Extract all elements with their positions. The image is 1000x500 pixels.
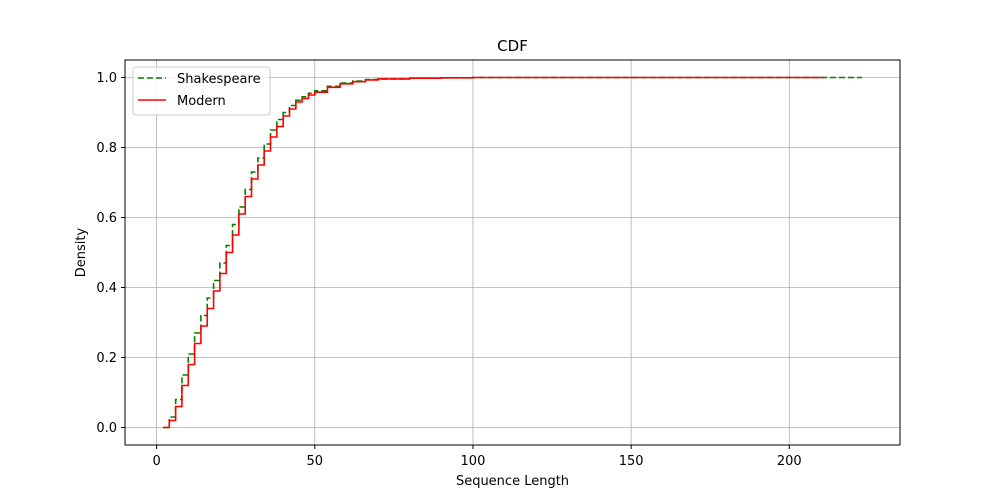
series-line-shakespeare xyxy=(163,78,862,428)
plot-frame xyxy=(125,60,900,445)
y-axis-label: Density xyxy=(74,227,89,277)
legend-label-shakespeare: Shakespeare xyxy=(177,72,261,87)
chart-title: CDF xyxy=(497,37,528,55)
series-layer xyxy=(163,78,862,428)
y-tick-label: 0.4 xyxy=(96,281,117,296)
y-tick-label: 1.0 xyxy=(96,71,117,86)
x-tick-label: 150 xyxy=(619,454,644,469)
y-tick-label: 0.8 xyxy=(96,141,117,156)
y-tick-label: 0.0 xyxy=(96,421,117,436)
axis-ticks: 0 50 100 150 200 0.0 0.2 0.4 0.6 0.8 1.0 xyxy=(96,71,801,469)
x-tick-label: 0 xyxy=(152,454,160,469)
x-tick-label: 100 xyxy=(461,454,486,469)
y-tick-label: 0.2 xyxy=(96,351,117,366)
grid-lines xyxy=(125,60,900,445)
x-axis-label: Sequence Length xyxy=(456,474,569,489)
series-line-modern xyxy=(163,78,824,428)
y-tick-label: 0.6 xyxy=(96,211,117,226)
x-tick-label: 200 xyxy=(777,454,802,469)
legend: Shakespeare Modern xyxy=(133,67,270,115)
x-tick-label: 50 xyxy=(307,454,324,469)
legend-label-modern: Modern xyxy=(177,94,226,109)
